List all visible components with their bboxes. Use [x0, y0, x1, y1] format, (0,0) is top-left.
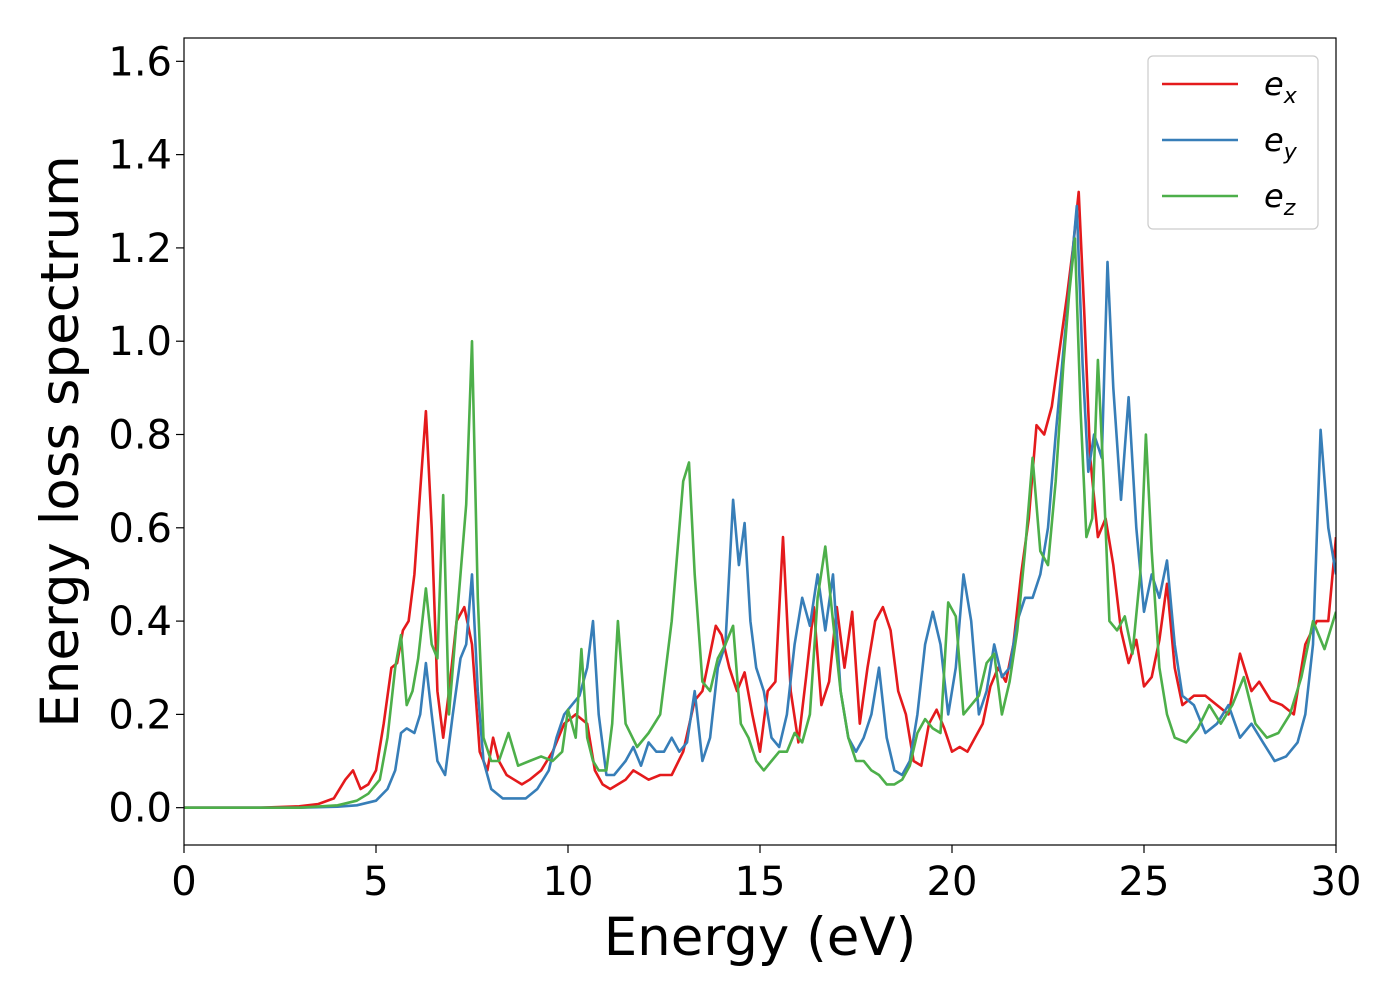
x-tick-label: 20: [927, 859, 978, 905]
x-tick-label: 10: [543, 859, 594, 905]
series-layer: [184, 190, 1336, 809]
y-tick-label: 1.0: [108, 319, 172, 365]
x-tick-label: 15: [735, 859, 786, 905]
x-tick-label: 25: [1119, 859, 1170, 905]
legend-box: [1147, 55, 1319, 230]
x-tick-label: 5: [363, 859, 388, 905]
legend-label-subscript: x: [1283, 84, 1298, 109]
y-tick-label: 1.4: [108, 133, 172, 179]
series-line-e-y: [184, 204, 1336, 809]
y-tick-label: 1.2: [108, 226, 172, 272]
legend-label-subscript: y: [1283, 140, 1298, 165]
y-tick-label: 0.8: [108, 413, 172, 459]
legend-label-y: ey: [1264, 121, 1298, 165]
series-line-e-x: [184, 190, 1336, 809]
legend-label-base: e: [1264, 65, 1284, 103]
x-axis-ticks: 0 5 10 15 20 25 30: [171, 845, 1361, 905]
series-line-e-z: [184, 237, 1336, 809]
y-axis-label: Energy loss spectrum: [30, 155, 91, 727]
x-tick-label: 0: [171, 859, 196, 905]
y-tick-label: 0.0: [108, 786, 172, 832]
legend-label-base: e: [1264, 121, 1284, 159]
x-tick-label: 30: [1311, 859, 1362, 905]
y-axis-ticks: 0.0 0.2 0.4 0.6 0.8 1.0 1.2 1.4 1.6: [108, 39, 184, 832]
legend-label-x: ex: [1264, 65, 1298, 109]
legend-label-z: ez: [1264, 177, 1296, 221]
legend-label-subscript: z: [1283, 196, 1296, 221]
y-tick-label: 1.6: [108, 39, 172, 85]
y-tick-label: 0.4: [108, 599, 172, 645]
y-tick-label: 0.6: [108, 506, 172, 552]
y-tick-label: 0.2: [108, 692, 172, 738]
legend-label-base: e: [1264, 177, 1284, 215]
x-axis-label: Energy (eV): [604, 907, 917, 968]
